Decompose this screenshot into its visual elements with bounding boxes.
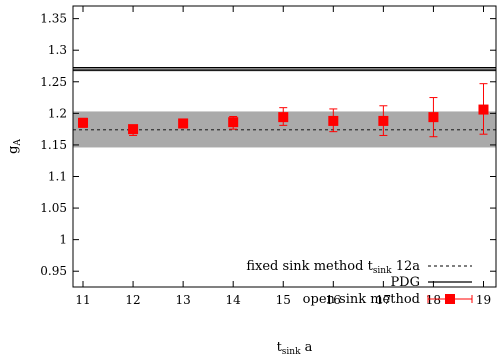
- data-marker: [128, 124, 139, 135]
- x-tick-label: 11: [75, 293, 90, 307]
- data-marker: [428, 112, 439, 123]
- data-point: [428, 97, 439, 138]
- data-point: [378, 105, 389, 136]
- data-marker: [328, 115, 339, 126]
- data-point: [478, 83, 489, 135]
- y-axis-label: gA: [6, 139, 23, 154]
- x-tick-label: 15: [276, 293, 291, 307]
- data-marker: [278, 112, 289, 123]
- data-point: [178, 118, 189, 129]
- data-marker: [178, 118, 189, 129]
- data-point: [328, 108, 339, 133]
- x-tick-label: 16: [326, 293, 341, 307]
- plot-frame: [72, 5, 497, 288]
- legend-label-open-sink: open sink method: [303, 292, 420, 307]
- legend-swatch-marker: [445, 294, 455, 304]
- y-tick-label: 0.95: [40, 264, 67, 278]
- data-marker: [78, 117, 89, 128]
- data-marker: [228, 117, 239, 128]
- y-tick-label: 1.25: [40, 75, 67, 89]
- y-tick-label: 1.35: [40, 12, 67, 26]
- y-tick-label: 1.3: [48, 43, 67, 57]
- y-tick-label: 1.15: [40, 138, 67, 152]
- y-tick-label: 1.05: [40, 201, 67, 215]
- x-axis-ticks: 11 12 13 14 15 16 17 18 19: [75, 6, 491, 307]
- data-point: [128, 124, 139, 136]
- x-tick-label: 17: [376, 293, 391, 307]
- x-tick-label: 13: [175, 293, 190, 307]
- x-tick-label: 19: [476, 293, 491, 307]
- y-axis-ticks: 0.95 1 1.05 1.1 1.15 1.2 1.25 1.3 1.35: [40, 12, 496, 278]
- legend-label-pdg: PDG: [390, 275, 420, 290]
- legend-label-fixed-sink: fixed sink method tsink 12a: [246, 259, 420, 276]
- y-tick-label: 1: [59, 233, 67, 247]
- data-point: [278, 107, 289, 126]
- legend: fixed sink method tsink 12a PDG open sin…: [246, 259, 473, 307]
- data-marker: [378, 115, 389, 126]
- data-point: [228, 116, 239, 130]
- open-sink-series: [78, 83, 489, 138]
- legend-swatch-open-sink: [427, 294, 473, 304]
- x-tick-label: 12: [125, 293, 140, 307]
- x-axis-label: tsink a: [277, 340, 313, 356]
- x-tick-label: 18: [426, 293, 441, 307]
- y-tick-label: 1.1: [48, 169, 67, 183]
- y-tick-label: 1.2: [48, 106, 67, 120]
- x-tick-label: 14: [226, 293, 242, 307]
- data-marker: [478, 104, 489, 115]
- data-point: [78, 117, 89, 128]
